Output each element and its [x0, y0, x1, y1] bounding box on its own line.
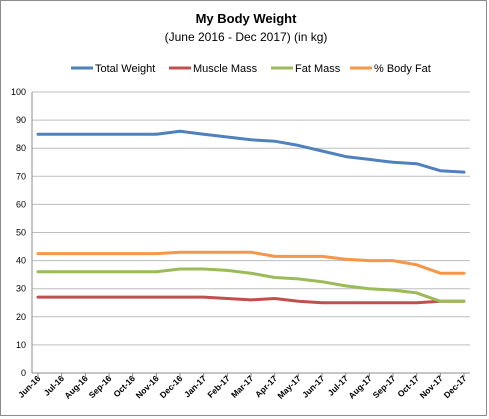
- series-line-fat-mass: [36, 267, 466, 303]
- y-tick-label: 90: [16, 115, 26, 125]
- chart-title: My Body Weight: [196, 11, 298, 26]
- x-tick-label: Feb-17: [205, 373, 232, 400]
- y-tick-label: 80: [16, 143, 26, 153]
- x-tick-label: Apr-17: [253, 373, 279, 399]
- y-tick-label: 20: [16, 312, 26, 322]
- y-tick-label: 40: [16, 256, 26, 266]
- y-tick-label: 70: [16, 171, 26, 181]
- legend-label-total-weight: Total Weight: [95, 63, 155, 75]
- x-tick-labels: Jun-16 Jul-16Aug-16Sep-16Oct-16Nov-16Dec-…: [16, 373, 469, 401]
- legend-label-fat-mass: Fat Mass: [295, 63, 341, 75]
- y-tick-label: 30: [16, 284, 26, 294]
- x-tick-label: Mar-17: [229, 373, 256, 400]
- legend: Total Weight Muscle Mass Fat Mass % Body Fa…: [71, 63, 431, 75]
- series-lines: [36, 129, 466, 305]
- y-tick-label: 100: [11, 87, 26, 97]
- y-tick-label: 60: [16, 199, 26, 209]
- y-tick-label: 10: [16, 340, 26, 350]
- y-tick-label: 50: [16, 228, 26, 238]
- series-line-body-fat: [36, 250, 466, 275]
- x-tick-label: Sep-17: [371, 373, 398, 400]
- series-line-muscle-mass: [36, 295, 466, 305]
- x-tick-label: May-17: [275, 373, 303, 401]
- x-tick-label: Aug-16: [62, 373, 90, 401]
- x-tick-label: Nov-17: [418, 373, 445, 400]
- chart-subtitle: (June 2016 - Dec 2017) (in kg): [165, 30, 328, 44]
- x-tick-label: Sep-16: [87, 373, 114, 400]
- legend-label-muscle-mass: Muscle Mass: [193, 63, 258, 75]
- x-tick-label: Jun-16: [16, 373, 43, 400]
- x-tick-label: Dec-17: [442, 373, 469, 400]
- y-tick-labels: 0 10 20 30 40 50 60 70 80 90 100: [11, 87, 26, 378]
- x-tick-label: Aug-17: [346, 373, 374, 401]
- x-tick-label: Jun-17: [300, 373, 327, 400]
- x-tick-label: Oct-17: [395, 373, 421, 399]
- x-tick-label: Jan-17: [182, 373, 208, 399]
- x-tick-label: Oct-16: [111, 373, 137, 399]
- legend-label-body-fat: % Body Fat: [374, 63, 431, 75]
- series-line-total-weight: [36, 129, 466, 174]
- x-tick-label: Dec-16: [158, 373, 185, 400]
- y-tick-label: 0: [21, 368, 26, 378]
- x-tick-label: Nov-16: [134, 373, 161, 400]
